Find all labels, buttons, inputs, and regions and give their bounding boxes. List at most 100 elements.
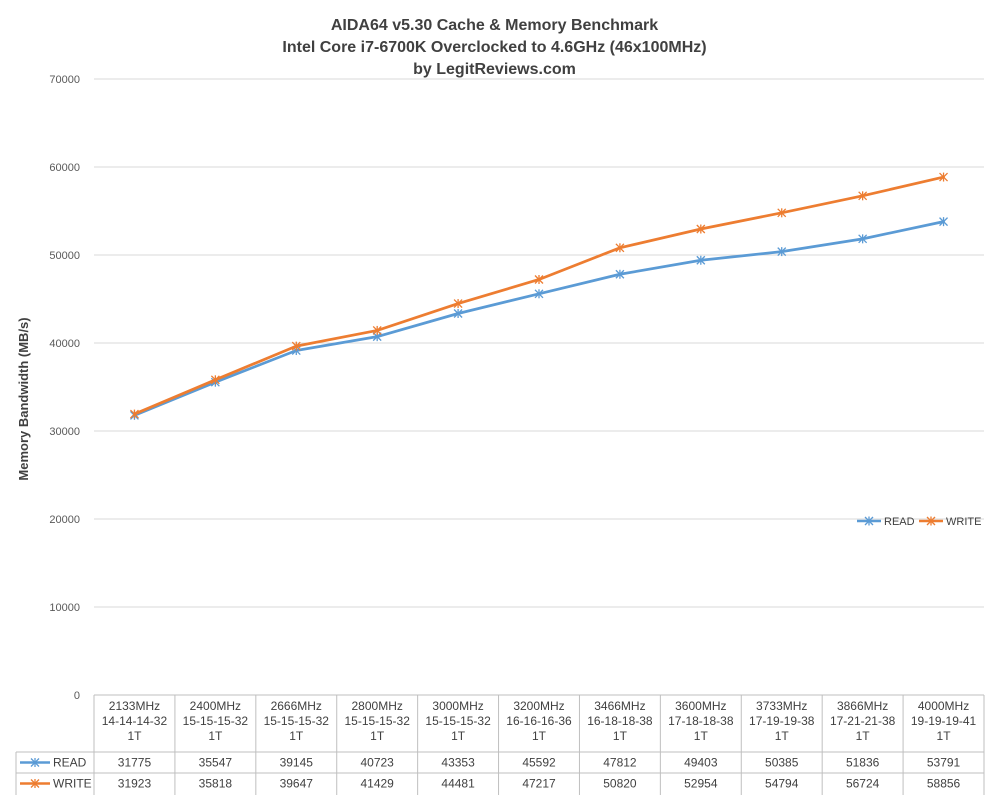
table-cell-value: 58856 <box>927 777 961 791</box>
table-series-label: READ <box>53 756 87 770</box>
table-cell-value: 40723 <box>360 756 394 770</box>
data-point-read <box>615 269 625 279</box>
table-legend-marker <box>30 758 40 767</box>
x-category-label: 1T <box>613 729 628 743</box>
x-category-label: 1T <box>856 729 871 743</box>
chart-title: AIDA64 v5.30 Cache & Memory Benchmark Int… <box>282 17 706 78</box>
x-category-label: 1T <box>127 729 142 743</box>
data-point-read <box>939 217 949 227</box>
x-category-label: 3733MHz <box>756 699 807 713</box>
table-cell-value: 45592 <box>522 756 556 770</box>
table-cell-value: 44481 <box>441 777 475 791</box>
x-category-label: 2666MHz <box>271 699 322 713</box>
x-category-label: 15-15-15-32 <box>344 714 410 728</box>
data-table: 2133MHz14-14-14-321T2400MHz15-15-15-321T… <box>15 694 985 795</box>
x-category-label: 17-21-21-38 <box>830 714 896 728</box>
data-point-write <box>939 172 949 182</box>
table-cell-value: 49403 <box>684 756 718 770</box>
x-category-label: 4000MHz <box>918 699 969 713</box>
table-cell-value: 31775 <box>118 756 152 770</box>
x-category-label: 15-15-15-32 <box>264 714 330 728</box>
data-point-write <box>777 208 787 218</box>
x-category-label: 3466MHz <box>594 699 645 713</box>
table-cell-value: 31923 <box>118 777 152 791</box>
x-category-label: 16-18-18-38 <box>587 714 653 728</box>
table-cell-value: 35818 <box>199 777 233 791</box>
chart-title-line: AIDA64 v5.30 Cache & Memory Benchmark <box>331 17 658 34</box>
y-axis-label: Memory Bandwidth (MB/s) <box>16 317 31 480</box>
x-category-label: 3866MHz <box>837 699 888 713</box>
data-point-write <box>534 274 544 284</box>
y-tick-label: 0 <box>74 690 80 702</box>
x-category-label: 16-16-16-36 <box>506 714 572 728</box>
x-category-label: 1T <box>694 729 709 743</box>
table-cell-value: 43353 <box>441 756 475 770</box>
y-tick-label: 70000 <box>49 74 80 86</box>
table-cell-value: 41429 <box>360 777 394 791</box>
table-cell-value: 50385 <box>765 756 799 770</box>
table-cell-value: 47812 <box>603 756 637 770</box>
x-category-label: 17-19-19-38 <box>749 714 815 728</box>
legend: READ WRITE <box>857 516 981 528</box>
series-lines <box>129 172 949 420</box>
x-category-label: 3200MHz <box>513 699 564 713</box>
x-category-label: 1T <box>208 729 223 743</box>
x-category-label: 3000MHz <box>432 699 483 713</box>
x-category-label: 14-14-14-32 <box>102 714 168 728</box>
x-category-label: 1T <box>289 729 304 743</box>
x-category-label: 1T <box>775 729 790 743</box>
data-point-write <box>210 375 220 385</box>
legend-marker <box>926 516 936 526</box>
x-category-label: 3600MHz <box>675 699 726 713</box>
data-point-write <box>372 325 382 335</box>
table-cell-value: 53791 <box>927 756 961 770</box>
x-category-label: 1T <box>451 729 466 743</box>
x-category-label: 1T <box>370 729 385 743</box>
y-tick-label: 30000 <box>49 426 80 438</box>
data-point-read <box>453 308 463 318</box>
data-point-write <box>129 409 139 419</box>
data-point-write <box>615 243 625 253</box>
table-cell-value: 50820 <box>603 777 637 791</box>
chart-title-line: by LegitReviews.com <box>413 61 576 78</box>
table-series-label: WRITE <box>53 777 92 791</box>
x-category-label: 1T <box>937 729 952 743</box>
legend-label: READ <box>884 516 915 528</box>
table-cell-value: 47217 <box>522 777 556 791</box>
data-point-write <box>696 224 706 234</box>
y-tick-label: 60000 <box>49 162 80 174</box>
table-cell-value: 35547 <box>199 756 233 770</box>
x-category-label: 2400MHz <box>190 699 241 713</box>
data-point-read <box>534 289 544 299</box>
y-tick-label: 20000 <box>49 514 80 526</box>
y-axis-ticks: 0 10000 20000 30000 40000 50000 60000 70000 <box>49 74 80 702</box>
data-point-read <box>858 234 868 244</box>
table-cell-value: 52954 <box>684 777 718 791</box>
x-category-label: 19-19-19-41 <box>911 714 977 728</box>
y-tick-label: 10000 <box>49 602 80 614</box>
chart-title-line: Intel Core i7-6700K Overclocked to 4.6GH… <box>282 39 706 56</box>
x-category-label: 2133MHz <box>109 699 160 713</box>
x-category-label: 15-15-15-32 <box>183 714 249 728</box>
table-cell-value: 39145 <box>280 756 314 770</box>
table-cell-value: 56724 <box>846 777 880 791</box>
legend-marker <box>864 516 874 526</box>
data-point-write <box>291 341 301 351</box>
table-cell-value: 54794 <box>765 777 799 791</box>
table-legend-marker <box>30 779 40 788</box>
table-cell-value: 39647 <box>280 777 314 791</box>
data-point-write <box>453 299 463 309</box>
legend-label: WRITE <box>946 516 981 528</box>
y-tick-label: 40000 <box>49 338 80 350</box>
y-tick-label: 50000 <box>49 250 80 262</box>
x-category-label: 1T <box>532 729 547 743</box>
x-category-label: 2800MHz <box>352 699 403 713</box>
data-point-read <box>777 247 787 257</box>
x-category-label: 15-15-15-32 <box>425 714 491 728</box>
data-point-write <box>858 191 868 201</box>
x-category-label: 17-18-18-38 <box>668 714 734 728</box>
table-cell-value: 51836 <box>846 756 880 770</box>
data-point-read <box>696 255 706 265</box>
